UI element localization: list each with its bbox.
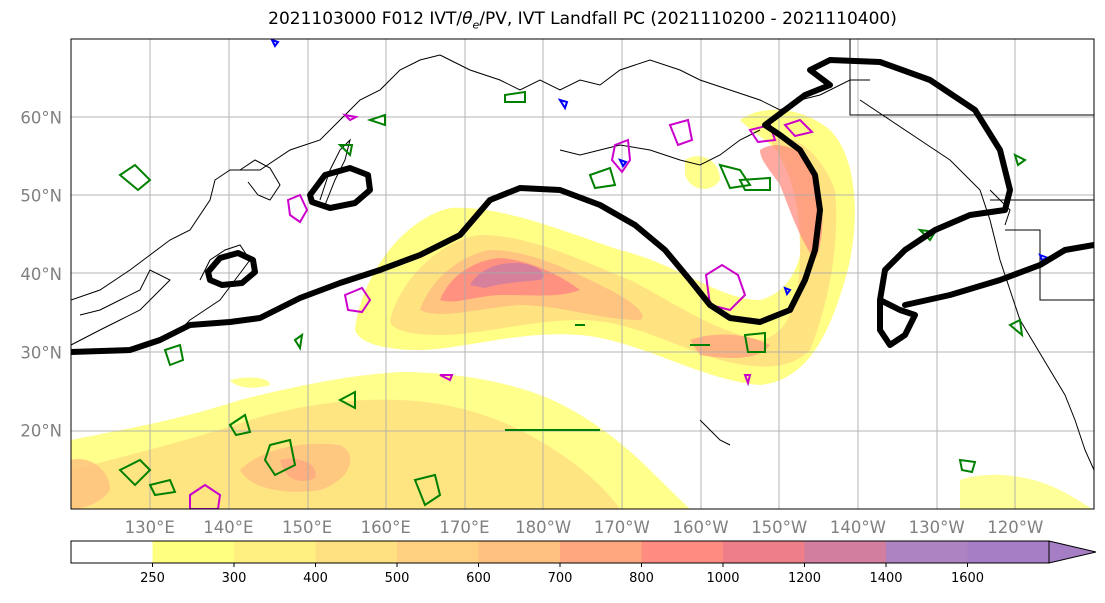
colorbar-extend-arrow	[1048, 540, 1097, 564]
map-frame	[70, 38, 1095, 510]
colorbar-tick-label: 600	[466, 571, 491, 586]
colorbar-segment	[560, 541, 642, 563]
colorbar-segment	[315, 541, 398, 563]
lon-label: 140°W	[830, 518, 886, 537]
longitude-labels: 130°E 140°E 150°E 160°E 170°E 180°W 170°W 160°W…	[125, 518, 1044, 537]
lon-label: 170°W	[594, 518, 650, 537]
lon-label: 180°W	[515, 518, 571, 537]
latitude-labels: 20°N 30°N 40°N 50°N 60°N	[20, 108, 62, 440]
colorbar-segment	[478, 541, 561, 563]
colorbar-segment	[641, 541, 724, 563]
colorbar-segment	[723, 541, 805, 563]
minor-contours	[270, 39, 1051, 297]
colorbar-segment	[804, 541, 887, 563]
colorbar-tick-label: 1600	[951, 571, 984, 586]
theta-e-contours	[189, 113, 814, 509]
lat-label: 60°N	[20, 108, 62, 127]
lon-label: 170°E	[439, 518, 489, 537]
lat-label: 40°N	[20, 265, 62, 284]
lon-label: 150°E	[282, 518, 332, 537]
colorbar-segment	[886, 541, 968, 563]
map-title: 2021103000 F012 IVT/θe/PV, IVT Landfall …	[268, 9, 897, 32]
colorbar-segment	[397, 541, 479, 563]
lon-label: 120°W	[987, 518, 1043, 537]
colorbar-tick-label: 700	[548, 571, 573, 586]
colorbar-segment	[967, 541, 1050, 563]
coastlines	[71, 39, 1094, 471]
lon-label: 140°E	[203, 518, 253, 537]
colorbar-tick-label: 1400	[869, 571, 902, 586]
ivt-colorbar: 250 300 400 500 600 700 800 1000 1200 1400 1600	[70, 540, 1097, 586]
lon-label: 130°E	[125, 518, 175, 537]
lon-label: 130°W	[909, 518, 965, 537]
lon-label: 160°E	[361, 518, 411, 537]
pv-contours	[118, 90, 1027, 507]
colorbar-tick-label: 1000	[706, 571, 739, 586]
pc-contour	[71, 57, 1094, 355]
colorbar-tick-label: 300	[222, 571, 247, 586]
lat-label: 30°N	[20, 343, 62, 362]
colorbar-tick-label: 400	[303, 571, 328, 586]
colorbar-tick-label: 250	[140, 571, 165, 586]
colorbar-segment	[71, 541, 153, 563]
lat-label: 20°N	[20, 422, 62, 441]
lon-label: 160°W	[673, 518, 729, 537]
colorbar-segment	[152, 541, 235, 563]
colorbar-tick-label: 500	[385, 571, 410, 586]
colorbar-tick-label: 800	[629, 571, 654, 586]
lat-label: 50°N	[20, 187, 62, 206]
map-field	[71, 39, 1094, 509]
colorbar-tick-label: 1200	[788, 571, 821, 586]
colorbar-segment	[234, 541, 316, 563]
lon-label: 150°W	[751, 518, 807, 537]
